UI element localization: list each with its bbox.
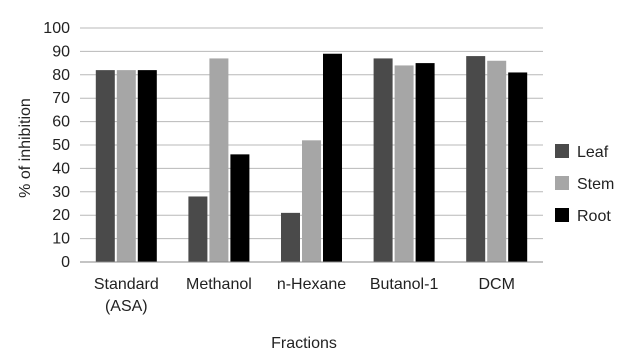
y-tick-label: 40 — [52, 160, 70, 177]
legend-label-stem: Stem — [577, 176, 614, 193]
y-tick-label: 50 — [52, 137, 70, 154]
bar-stem — [116, 70, 136, 263]
bar-leaf — [466, 56, 486, 262]
legend: Leaf Stem Root — [555, 144, 614, 225]
x-tick-label: Butanol-1 — [370, 276, 439, 293]
bar-stem — [487, 60, 507, 263]
x-tick-label: Standard — [94, 276, 159, 293]
y-tick-label: 90 — [52, 43, 70, 60]
x-tick-label: n-Hexane — [277, 276, 346, 293]
y-tick-label: 70 — [52, 90, 70, 107]
y-tick-label: 30 — [52, 184, 70, 201]
bar-stem — [394, 65, 414, 262]
legend-swatch-stem — [555, 176, 569, 190]
bar-leaf — [281, 212, 300, 262]
bar-stem — [209, 58, 229, 262]
x-tick-label: DCM — [478, 276, 514, 293]
y-axis-ticks: 0 10 20 30 40 50 60 70 80 90 100 — [43, 20, 70, 271]
bar-root — [415, 63, 435, 262]
y-axis-title: % of inhibition — [17, 98, 34, 198]
x-tick-label: Methanol — [186, 276, 252, 293]
bar-leaf — [373, 58, 393, 262]
bar-root — [137, 70, 157, 263]
x-tick-label: (ASA) — [105, 298, 148, 315]
y-tick-label: 10 — [52, 231, 70, 248]
x-axis-title: Fractions — [271, 335, 337, 352]
y-tick-label: 60 — [52, 114, 70, 131]
x-axis-categories: Standard (ASA) Methanol n-Hexane Butanol-1 DC… — [94, 276, 515, 315]
bar-leaf — [188, 196, 208, 262]
bar-leaf — [95, 70, 115, 263]
legend-swatch-leaf — [555, 144, 569, 158]
legend-label-leaf: Leaf — [577, 144, 609, 161]
y-tick-label: 0 — [61, 254, 70, 271]
bar-stem — [302, 140, 321, 262]
legend-label-root: Root — [577, 208, 611, 225]
y-tick-label: 20 — [52, 207, 70, 224]
y-tick-label: 80 — [52, 67, 70, 84]
bar-root — [508, 72, 528, 263]
bar-root — [323, 53, 342, 262]
bars — [95, 53, 528, 263]
y-tick-label: 100 — [43, 20, 70, 37]
bar-root — [230, 154, 250, 262]
legend-swatch-root — [555, 208, 569, 222]
